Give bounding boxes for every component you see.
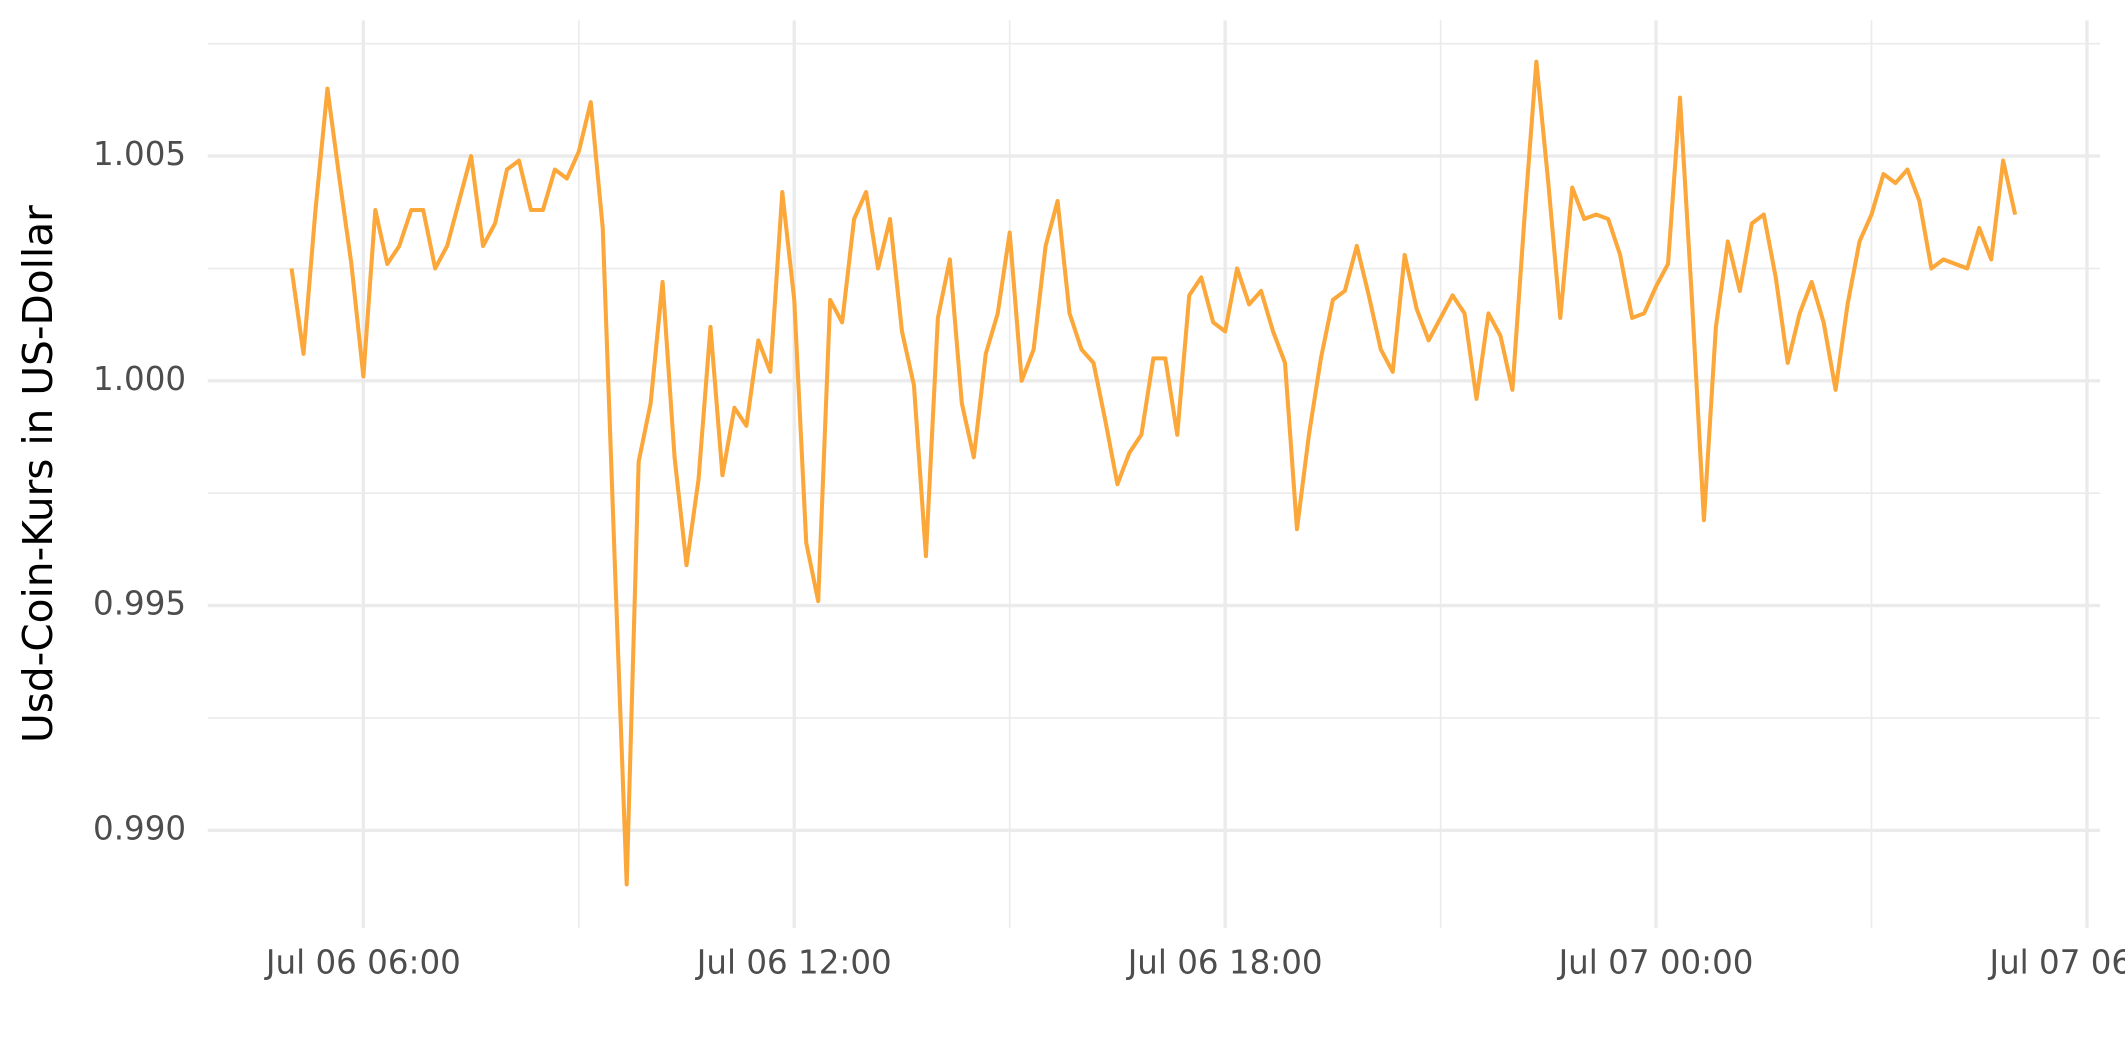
y-tick-label: 0.990 xyxy=(93,809,186,847)
y-tick-label: 1.000 xyxy=(93,360,186,398)
x-tick-label: Jul 06 18:00 xyxy=(1126,943,1323,981)
x-tick-label: Jul 06 12:00 xyxy=(695,943,892,981)
x-tick-label: Jul 06 06:00 xyxy=(264,943,461,981)
y-axis-title: Usd-Coin-Kurs in US-Dollar xyxy=(14,205,62,743)
x-tick-label: Jul 07 00:00 xyxy=(1557,943,1754,981)
y-tick-label: 0.995 xyxy=(93,585,186,623)
price-line xyxy=(289,59,2018,887)
x-tick-label: Jul 07 06:00 xyxy=(1988,943,2125,981)
y-tick-label: 1.005 xyxy=(93,135,186,173)
